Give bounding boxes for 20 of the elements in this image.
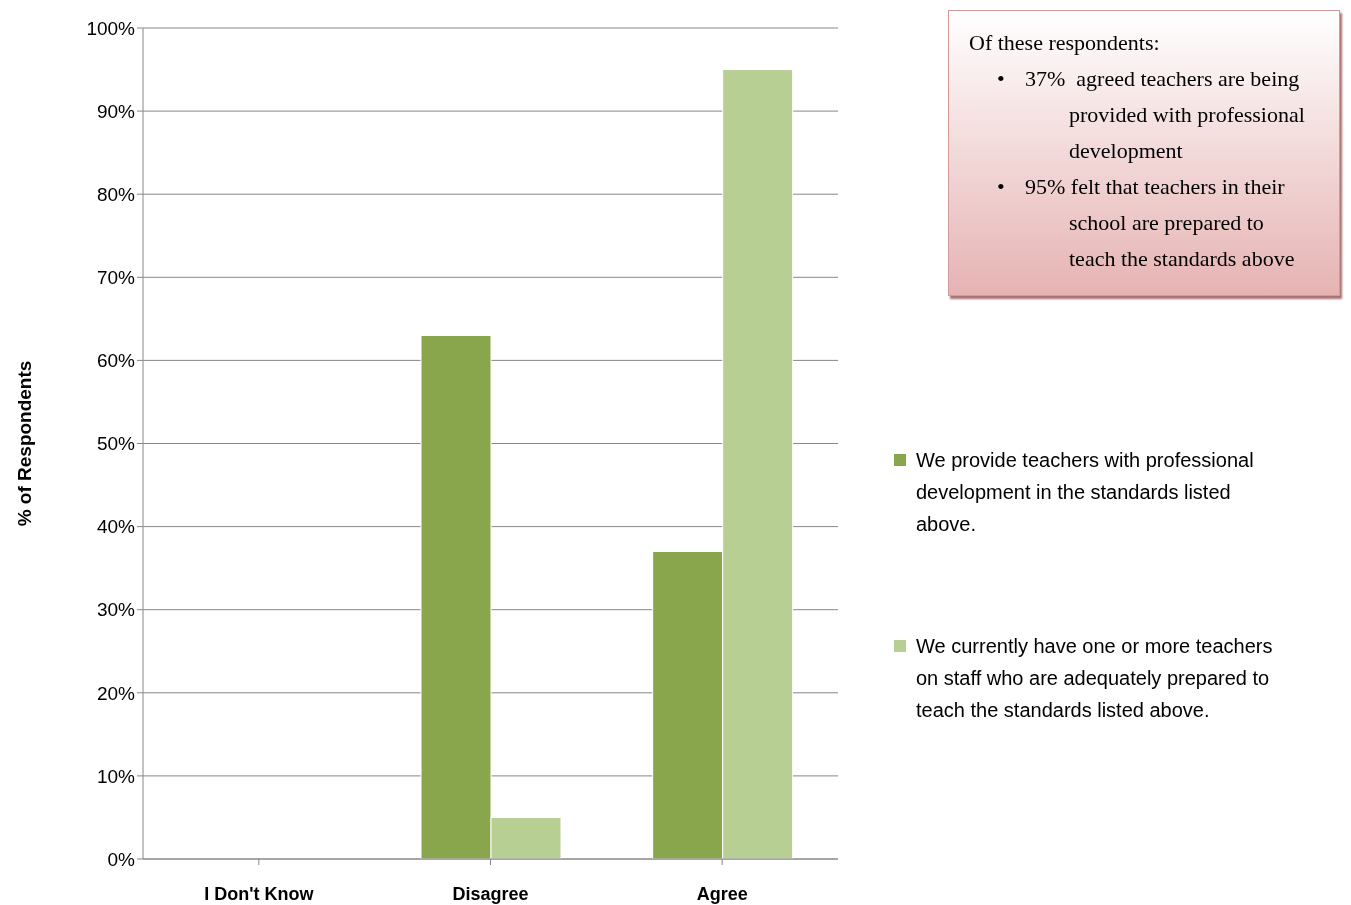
y-tick-label: 100%: [86, 17, 136, 39]
text: • 95% felt that teachers in their school are prepared to teach the standards above: [997, 173, 1296, 273]
x-tick-label: I Don't Know: [204, 883, 315, 904]
y-tick-label: 80%: [96, 183, 136, 205]
x-tick-label: Agree: [696, 883, 748, 904]
y-tick-label: 20%: [96, 682, 136, 704]
text: Of these respondents:: [969, 29, 1161, 57]
x-tick-label: Disagree: [452, 883, 529, 904]
y-tick-label: 90%: [96, 100, 136, 122]
y-tick-label: 50%: [96, 433, 136, 455]
y-axis-title: % of Respondents: [13, 360, 35, 527]
y-tick-label: 60%: [96, 350, 136, 372]
y-tick-label: 30%: [96, 599, 136, 621]
y-tick-label: 0%: [107, 848, 136, 870]
legend-label: We provide teachers with professional development in the standards listed above.: [916, 448, 1255, 537]
legend-label: We currently have one or more teachers on staff who are adequately prepared to teach the standards listed above.: [916, 634, 1274, 723]
y-tick-label: 40%: [96, 516, 136, 538]
text: • 37% agreed teachers are being provided with professional development: [997, 65, 1306, 165]
y-tick-label: 10%: [96, 765, 136, 787]
y-tick-label: 70%: [96, 267, 136, 289]
